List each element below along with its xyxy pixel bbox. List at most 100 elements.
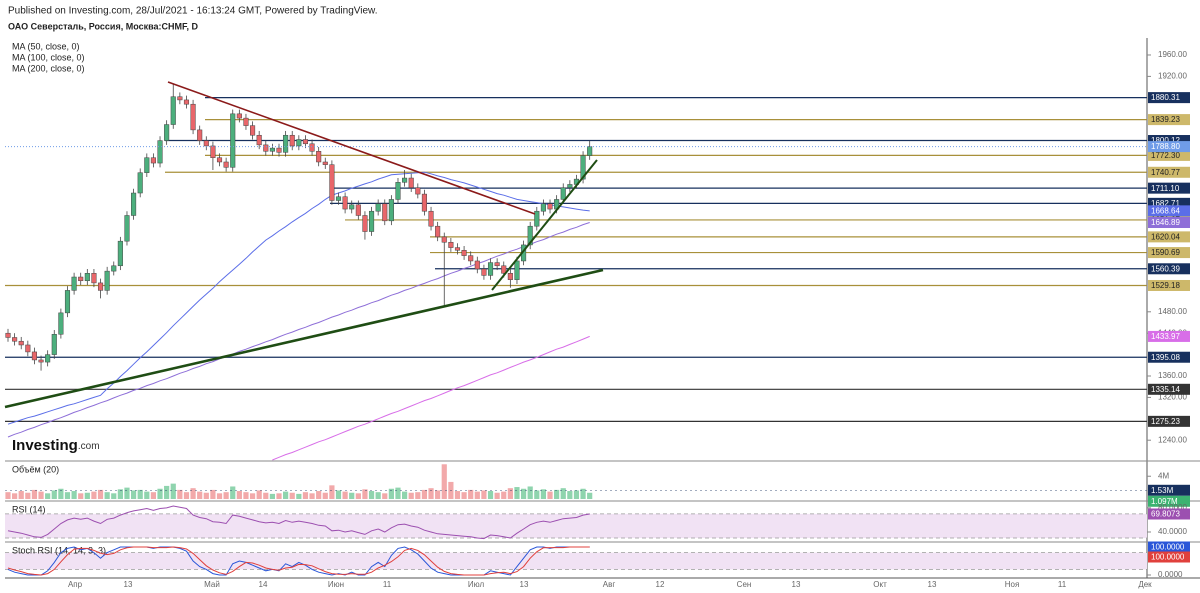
candle-body (131, 192, 137, 216)
legend-entry: MA (50, close, 0) (12, 41, 80, 51)
ma-value-label-box (1148, 330, 1190, 342)
candle-body (263, 144, 269, 152)
candle-body (18, 340, 24, 346)
x-tick-label: 13 (520, 580, 529, 589)
volume-bar (573, 490, 580, 499)
volume-bar (487, 491, 494, 499)
level-label-box (1148, 263, 1190, 275)
candle-body (223, 161, 229, 168)
candle-body (468, 255, 474, 262)
candle-body (236, 113, 242, 119)
candle-body (164, 124, 170, 141)
level-label-box (1148, 135, 1190, 147)
volume-bar (302, 492, 309, 499)
volume-bar (428, 488, 434, 499)
candle-body (243, 117, 249, 126)
candle-body (540, 203, 546, 212)
level-label-box (1148, 197, 1190, 209)
volume-bar (91, 491, 97, 499)
candle-body (369, 210, 375, 232)
volume-bar (355, 493, 361, 499)
last-price-label-box (1148, 141, 1190, 153)
volume-bar (567, 491, 573, 499)
volume-bar (25, 492, 31, 499)
candle-body (51, 334, 57, 355)
level-label-box (1148, 279, 1190, 291)
candle-body (487, 262, 494, 276)
volume-bar (342, 491, 348, 499)
candle-body (256, 134, 262, 146)
x-tick-label: 13 (124, 580, 133, 589)
volume-bar (170, 483, 176, 499)
level-label-box (1148, 231, 1190, 243)
indicator-line (7, 505, 590, 540)
volume-bar (124, 487, 130, 499)
candle-body (183, 99, 190, 105)
volume-bar (468, 489, 474, 499)
volume-bar (58, 488, 64, 499)
candle-body (157, 140, 163, 164)
candle-body (408, 177, 414, 188)
volume-bar (501, 491, 507, 499)
candle-body (289, 134, 295, 147)
candle-body (38, 359, 44, 363)
ma-line (7, 222, 590, 438)
volume-bar (183, 492, 190, 499)
candle-body (12, 337, 18, 342)
band-fill (5, 552, 1147, 570)
symbol-title: ОАО Северсталь, Россия, Москва:CHMF, D (8, 21, 199, 31)
candle-body (421, 193, 427, 212)
volume-bar (408, 492, 414, 499)
volume-bar (31, 489, 38, 499)
candle-body (428, 210, 434, 227)
candle-body (111, 265, 117, 272)
candle-body (117, 240, 123, 267)
volume-bar (177, 489, 183, 499)
level-label-box (1148, 415, 1190, 427)
candle-body (177, 96, 183, 101)
y-tick-label: 40.0000 (1158, 527, 1187, 536)
resistance-trendline (167, 81, 536, 215)
volume-bar (269, 493, 275, 499)
y-tick-label: 1360.00 (1158, 371, 1187, 380)
candle-body (402, 177, 408, 183)
ma-line (272, 335, 590, 461)
volume-bar (38, 491, 44, 499)
volume-bar (335, 490, 342, 499)
level-label-box (1148, 166, 1190, 178)
candle-body (415, 187, 421, 195)
x-tick-label: Авг (603, 580, 616, 589)
volume-bar (375, 492, 381, 499)
level-label-box (1148, 114, 1190, 126)
logo-main: Investing (12, 437, 78, 454)
candle-body (329, 164, 335, 201)
candle-body (481, 268, 487, 276)
indicator-last-label: 69.8073 (1151, 510, 1180, 519)
candle-body (216, 157, 223, 163)
volume-bar (309, 493, 315, 499)
volume-bar (249, 493, 256, 499)
logo: Investing.com (12, 437, 100, 454)
x-tick-label: 14 (259, 580, 268, 589)
volume-bar (316, 491, 322, 499)
level-label: 1772.30 (1151, 151, 1180, 160)
y-tick-label: 1240.00 (1158, 435, 1187, 444)
volume-bar (441, 464, 447, 499)
candle-body (494, 262, 500, 267)
x-tick-label: 11 (1058, 580, 1067, 589)
candle-body (580, 155, 586, 180)
y-tick-label: 1320.00 (1158, 393, 1187, 402)
volume-bar (435, 490, 441, 499)
candle-body (322, 161, 328, 165)
volume-bar (368, 491, 375, 499)
ma-line (7, 171, 590, 425)
volume-last-label-box (1148, 495, 1190, 507)
candle-body (170, 96, 176, 125)
volume-bar (84, 492, 90, 499)
volume-bar (216, 493, 223, 499)
indicator-last-label-box (1148, 551, 1190, 563)
volume-bar (78, 493, 84, 499)
candle-body (137, 172, 143, 194)
volume-bar (402, 491, 408, 499)
